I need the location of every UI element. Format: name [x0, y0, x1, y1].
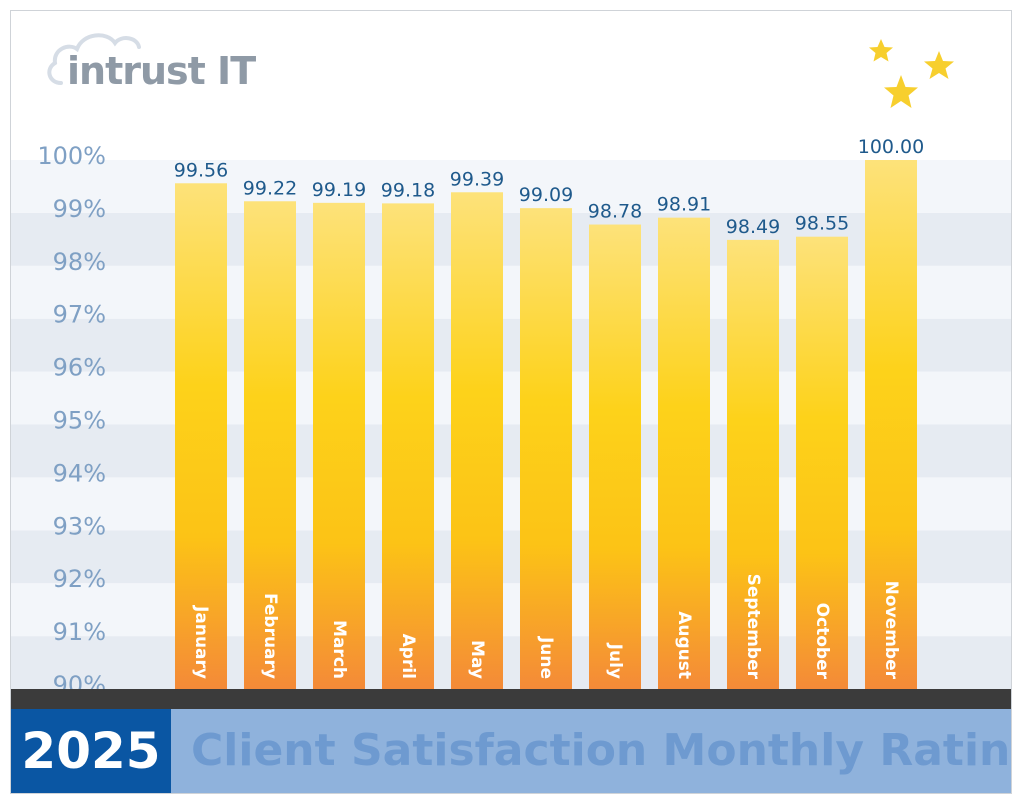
value-label: 99.19: [312, 179, 366, 201]
value-label: 99.18: [381, 179, 435, 201]
grid-band: [11, 318, 1011, 372]
y-tick-label: 94%: [53, 459, 106, 487]
y-tick-label: 98%: [53, 248, 106, 276]
star-icon: [869, 39, 893, 62]
y-tick-label: 93%: [53, 512, 106, 540]
bar-september: [727, 239, 779, 689]
year-box: 2025: [11, 709, 171, 793]
stars-decoration: [869, 39, 954, 108]
grid-band: [11, 583, 1011, 637]
category-label: April: [398, 634, 418, 679]
category-label: July: [605, 643, 625, 679]
category-label: June: [536, 636, 556, 679]
value-label: 98.55: [795, 213, 849, 235]
category-label: October: [812, 603, 832, 680]
bar-august: [658, 217, 710, 689]
category-label: January: [191, 605, 211, 679]
logo-text: intrust IT: [67, 49, 256, 93]
y-tick-label: 95%: [53, 407, 106, 435]
chart-frame: 90% 91% 92% 93% 94% 95% 96% 97% 98% 99% 100% 99.56…: [10, 10, 1012, 794]
bar-february: [244, 201, 296, 689]
grid-band: [11, 371, 1011, 425]
footer-banner: 2025 Client Satisfaction Monthly Rating: [11, 709, 1011, 793]
value-label: 99.56: [174, 159, 228, 181]
bar-march: [313, 202, 365, 689]
cloud-icon: [47, 33, 141, 85]
bar-october: [796, 236, 848, 689]
category-label: February: [260, 593, 280, 679]
bar-july: [589, 224, 641, 689]
y-tick-label: 96%: [53, 354, 106, 382]
grid-band: [11, 212, 1011, 266]
brand-logo: [41, 21, 241, 101]
value-label: 99.22: [243, 177, 297, 199]
bar-may: [451, 192, 503, 690]
y-tick-label: 91%: [53, 618, 106, 646]
y-tick-label: 99%: [53, 195, 106, 223]
grid-band: [11, 530, 1011, 584]
bar-november: [865, 160, 917, 689]
value-label: 98.78: [588, 201, 642, 223]
y-tick-label: 92%: [53, 565, 106, 593]
grid-band: [11, 424, 1011, 478]
bar-chart: 90%91%92%93%94%95%96%97%98%99%100% 99.56…: [11, 136, 1011, 699]
grid-band: [11, 160, 1011, 213]
chart-baseline-bar: [11, 689, 1011, 709]
y-tick-label: 100%: [37, 142, 106, 170]
year-label: 2025: [21, 722, 161, 780]
chart-title: Client Satisfaction Monthly Rating: [191, 725, 1012, 776]
star-icon: [884, 75, 918, 108]
y-tick-label: 97%: [53, 301, 106, 329]
category-label: March: [329, 620, 349, 679]
bar-january: [175, 183, 227, 689]
grid-band: [11, 636, 1011, 689]
bar-june: [520, 208, 572, 690]
value-label: 99.09: [519, 184, 573, 206]
category-label: September: [743, 574, 763, 680]
value-label: 99.39: [450, 168, 504, 190]
grid-band: [11, 265, 1011, 319]
category-label: November: [881, 581, 901, 680]
category-label: May: [467, 640, 487, 679]
value-label: 100.00: [858, 136, 924, 158]
value-label: 98.91: [657, 194, 711, 216]
value-label: 98.49: [726, 216, 780, 238]
star-icon: [924, 51, 954, 79]
bar-april: [382, 203, 434, 690]
grid-band: [11, 477, 1011, 531]
category-label: August: [674, 611, 694, 679]
